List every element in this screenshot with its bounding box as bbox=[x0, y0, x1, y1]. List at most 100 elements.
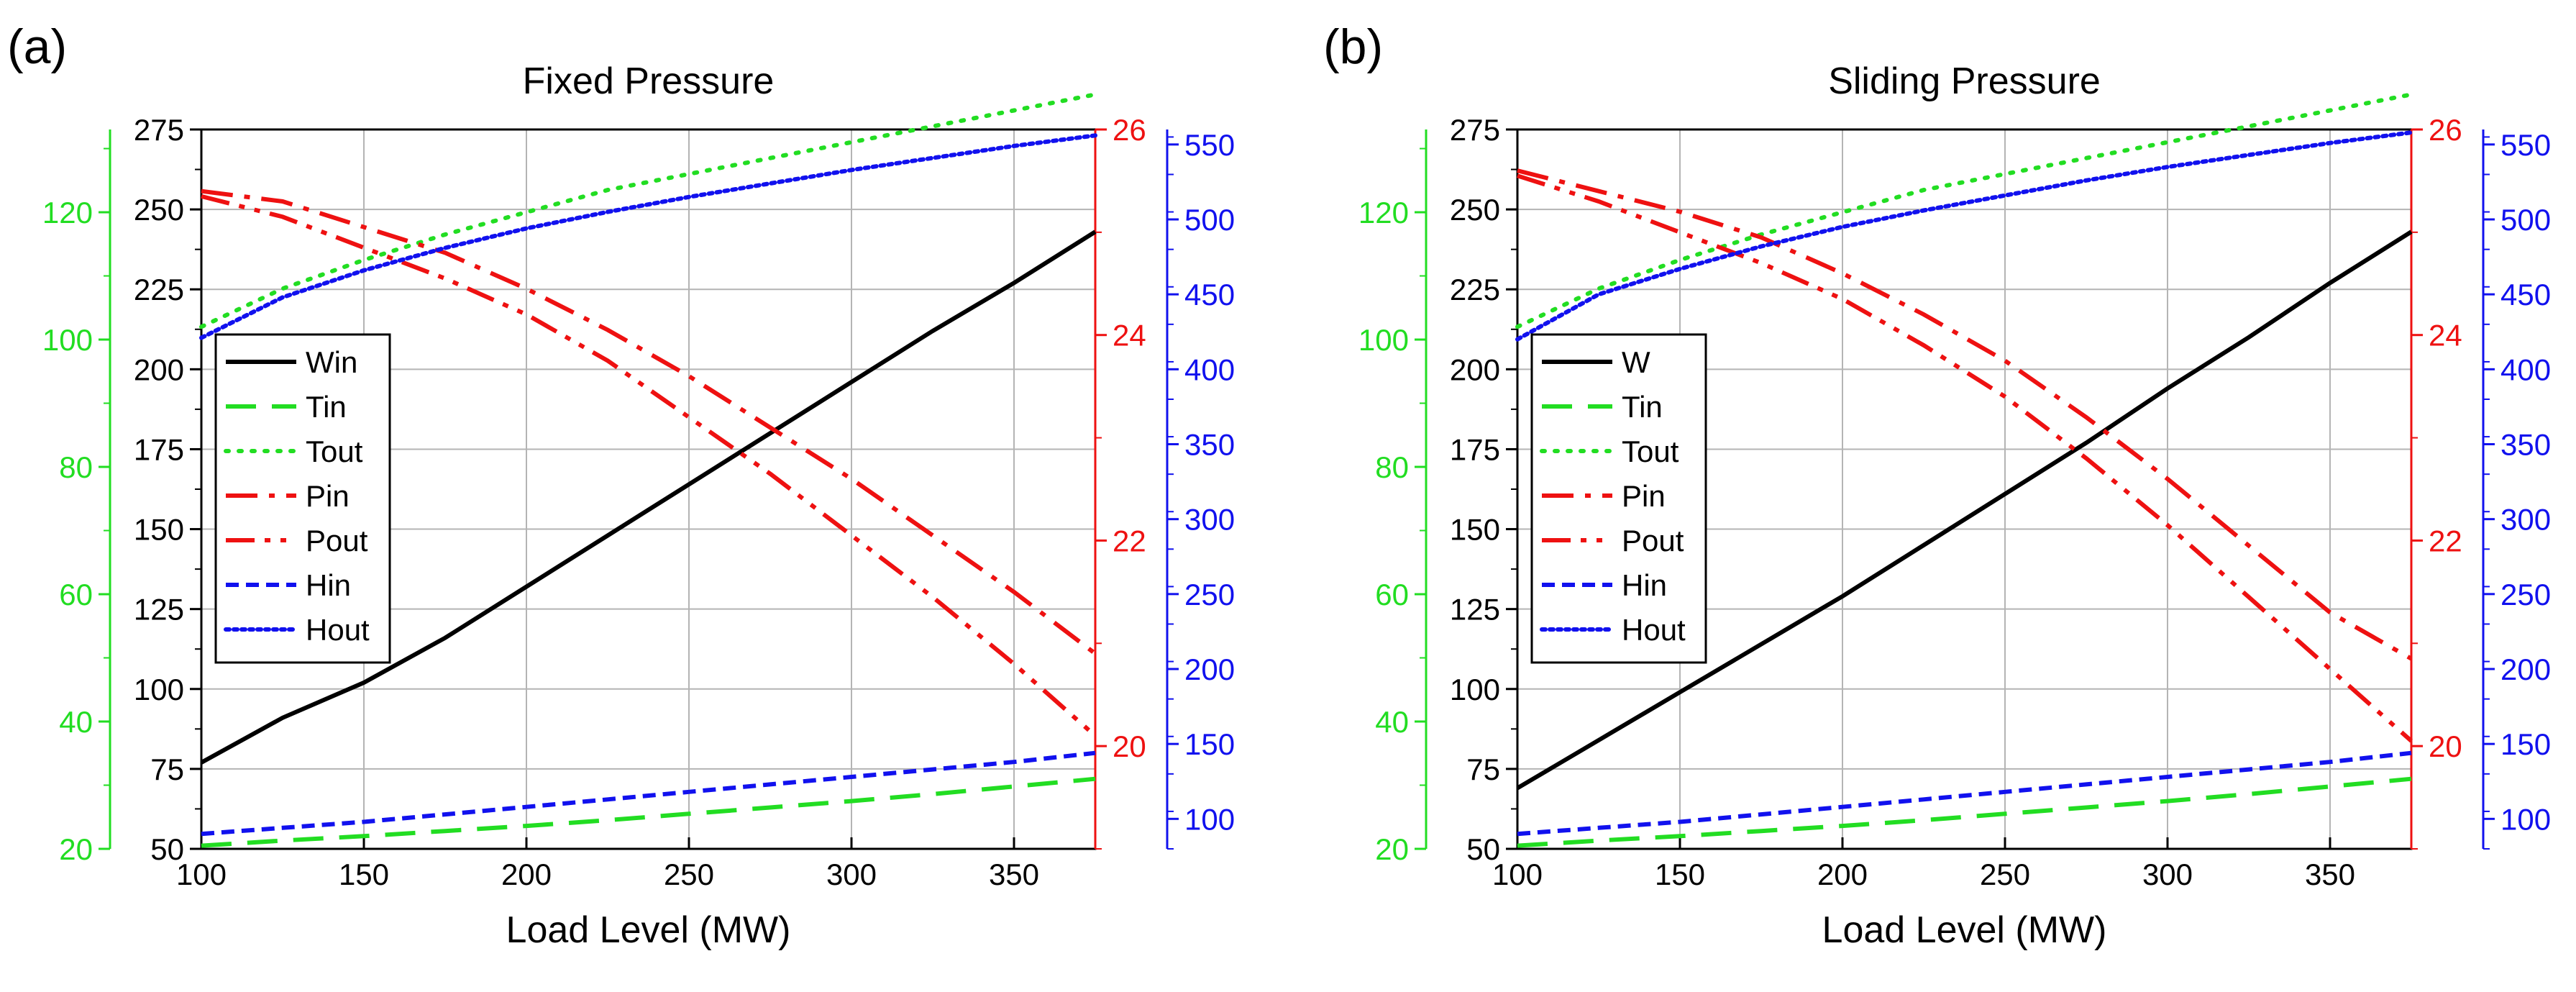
y-axis-blue-tick-label: 250 bbox=[2500, 578, 2551, 611]
y-axis-blue-tick-label: 200 bbox=[2500, 652, 2551, 686]
y-axis-red-tick-label: 26 bbox=[1113, 113, 1146, 147]
x-tick-label: 200 bbox=[501, 857, 552, 891]
y-axis-red-tick-label: 24 bbox=[1113, 319, 1146, 352]
x-tick-label: 250 bbox=[1980, 857, 2030, 891]
series-pout bbox=[1517, 173, 2413, 743]
legend-label: Tin bbox=[1622, 390, 1663, 424]
x-axis: 100 150 200 250 300 350 bbox=[176, 837, 1039, 891]
panel-a: (a) Fixed Pressure 100 150 200 250 300 350 Load … bbox=[7, 19, 1235, 951]
y-axis-green-tick-label: 60 bbox=[1375, 578, 1409, 611]
x-axis-label: Load Level (MW) bbox=[1822, 909, 2107, 951]
y-axis-red-tick-label: 24 bbox=[2429, 319, 2462, 352]
legend-label: Hin bbox=[1622, 568, 1667, 602]
y-axis-blue-tick-label: 550 bbox=[1184, 128, 1235, 162]
y-axis-black-tick-label: 75 bbox=[150, 752, 184, 786]
y-axis-black-tick-label: 125 bbox=[134, 593, 184, 627]
series-pout bbox=[201, 194, 1097, 738]
x-tick-label: 200 bbox=[1817, 857, 1868, 891]
legend-label: Tout bbox=[1622, 434, 1679, 468]
series-win bbox=[200, 229, 1097, 765]
legend-label: W bbox=[1622, 345, 1650, 379]
y-axis-red-tick-label: 20 bbox=[1113, 729, 1146, 763]
y-axis-black-tick-label: 250 bbox=[1450, 193, 1500, 227]
series-tin bbox=[1517, 776, 2412, 848]
y-axis-black-tick-label: 125 bbox=[1450, 593, 1500, 627]
x-tick-label: 350 bbox=[989, 857, 1039, 891]
y-axis-black-tick-label: 200 bbox=[1450, 352, 1500, 386]
legend: W Tin Tout Pin Pout Hin Hout bbox=[1530, 333, 1707, 664]
legend-label: Tin bbox=[306, 390, 347, 424]
y-axis-green-tick-label: 20 bbox=[1375, 832, 1409, 866]
y-axis-red-tick-label: 22 bbox=[1113, 524, 1146, 558]
y-axis-green-tick-label: 60 bbox=[59, 578, 93, 611]
y-axis-green: 20 40 60 80 100 120 bbox=[42, 129, 111, 866]
y-axis-black-tick-label: 225 bbox=[134, 273, 184, 306]
y-axis-green-tick-label: 120 bbox=[42, 196, 93, 229]
y-axis-green-tick-label: 80 bbox=[1375, 450, 1409, 484]
legend-label: Pin bbox=[306, 479, 350, 513]
panel-label: (b) bbox=[1323, 19, 1383, 74]
y-axis-red-tick-label: 20 bbox=[2429, 729, 2462, 763]
series-pin bbox=[201, 188, 1097, 655]
y-axis-blue-tick-label: 150 bbox=[1184, 727, 1235, 761]
y-axis-blue-tick-label: 300 bbox=[2500, 503, 2551, 537]
legend-label: Hout bbox=[1622, 613, 1686, 647]
series-pin bbox=[1517, 168, 2413, 661]
series-hin bbox=[1517, 750, 2412, 837]
panel-label: (a) bbox=[7, 19, 67, 74]
panel-b: (b) Sliding Pressure 100 150 200 250 300 350 Loa… bbox=[1323, 19, 2551, 951]
y-axis-black-tick-label: 100 bbox=[134, 673, 184, 706]
series-hout bbox=[1515, 130, 2413, 342]
y-axis-blue-tick-label: 200 bbox=[1184, 652, 1235, 686]
y-axis-blue-tick-label: 400 bbox=[2500, 352, 2551, 386]
y-axis-black: 50 75 100 125 150 175 200 225 250 275 bbox=[1450, 113, 1517, 866]
y-axis-red-tick-label: 26 bbox=[2429, 113, 2462, 147]
y-axis-blue-tick-label: 100 bbox=[2500, 802, 2551, 836]
y-axis-red-tick-label: 22 bbox=[2429, 524, 2462, 558]
y-axis-black-tick-label: 150 bbox=[134, 513, 184, 547]
y-axis-blue-tick-label: 100 bbox=[1184, 802, 1235, 836]
y-axis-blue-tick-label: 350 bbox=[1184, 428, 1235, 462]
legend: Win Tin Tout Pin Pout Hin Hout bbox=[214, 333, 391, 664]
x-tick-label: 250 bbox=[664, 857, 714, 891]
x-tick-label: 150 bbox=[1655, 857, 1705, 891]
y-axis-black-tick-label: 175 bbox=[1450, 432, 1500, 466]
x-tick-label: 300 bbox=[2142, 857, 2193, 891]
y-axis-blue-tick-label: 450 bbox=[1184, 278, 1235, 311]
y-axis-black-tick-label: 250 bbox=[134, 193, 184, 227]
y-axis-black-tick-label: 175 bbox=[134, 432, 184, 466]
y-axis-red: 20 22 24 26 bbox=[2410, 113, 2462, 850]
y-axis-black-tick-label: 100 bbox=[1450, 673, 1500, 706]
y-axis-black-tick-label: 75 bbox=[1466, 752, 1500, 786]
series-hout bbox=[199, 133, 1097, 340]
y-axis-blue-tick-label: 150 bbox=[2500, 727, 2551, 761]
legend-box bbox=[214, 333, 391, 664]
y-axis-blue-tick-label: 550 bbox=[2500, 128, 2551, 162]
legend-label: Pout bbox=[306, 524, 368, 558]
x-axis: 100 150 200 250 300 350 bbox=[1492, 837, 2355, 891]
x-axis-label: Load Level (MW) bbox=[506, 909, 791, 951]
y-axis-black-tick-label: 225 bbox=[1450, 273, 1500, 306]
y-axis-blue-tick-label: 500 bbox=[1184, 203, 1235, 237]
y-axis-green-tick-label: 20 bbox=[59, 832, 93, 866]
y-axis-blue: 100 150 200 250 300 350 400 450 500 550 bbox=[2482, 128, 2551, 850]
legend-label: Pout bbox=[1622, 524, 1684, 558]
y-axis-blue-tick-label: 500 bbox=[2500, 203, 2551, 237]
y-axis-green-tick-label: 100 bbox=[42, 323, 93, 357]
x-tick-label: 100 bbox=[1492, 857, 1543, 891]
y-axis-red: 20 22 24 26 bbox=[1094, 113, 1146, 850]
chart-title: Fixed Pressure bbox=[523, 60, 775, 102]
y-axis-blue-tick-label: 350 bbox=[2500, 428, 2551, 462]
x-tick-label: 300 bbox=[826, 857, 877, 891]
y-axis-green-tick-label: 120 bbox=[1358, 196, 1409, 229]
y-axis-blue-tick-label: 450 bbox=[2500, 278, 2551, 311]
x-tick-label: 150 bbox=[339, 857, 389, 891]
series-tout bbox=[1515, 92, 2413, 329]
y-axis-green-tick-label: 100 bbox=[1358, 323, 1409, 357]
series-w bbox=[1516, 229, 2413, 791]
series-group bbox=[1515, 92, 2413, 848]
y-axis-black-tick-label: 50 bbox=[150, 832, 184, 866]
y-axis-blue-tick-label: 250 bbox=[1184, 578, 1235, 611]
series-group bbox=[199, 92, 1097, 848]
y-axis-black-tick-label: 275 bbox=[134, 113, 184, 147]
